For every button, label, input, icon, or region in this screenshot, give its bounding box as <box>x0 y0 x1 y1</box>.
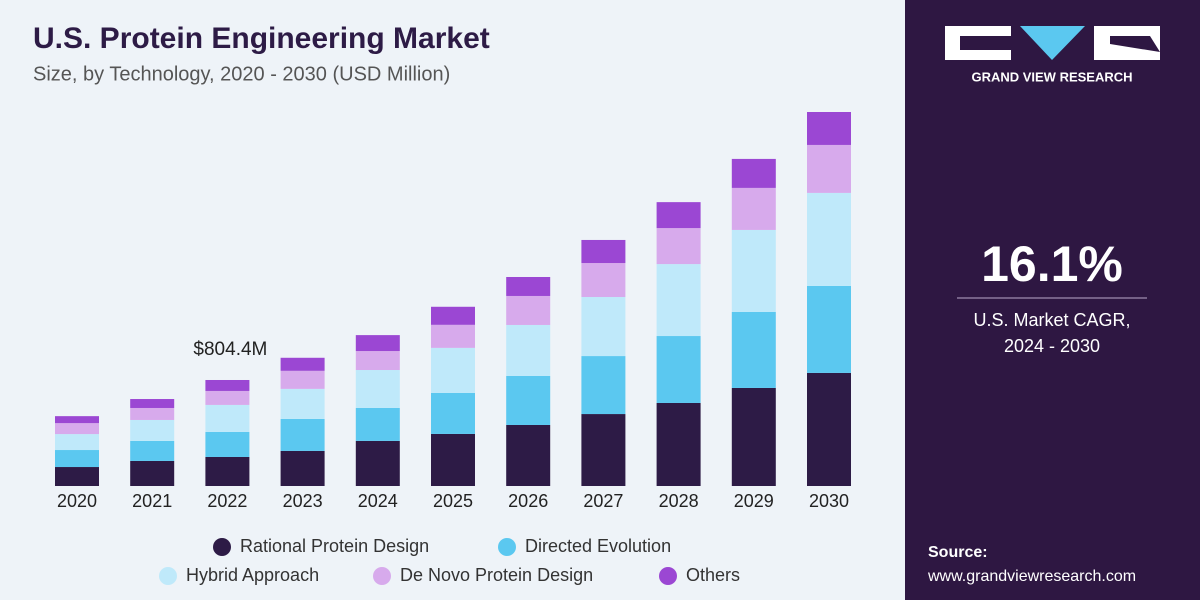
bar-segment <box>355 407 400 441</box>
legend-label: De Novo Protein Design <box>400 565 593 585</box>
bar-segment <box>355 335 400 352</box>
bar-segment <box>431 347 475 393</box>
bar-segment <box>656 336 701 403</box>
bar-segment <box>205 456 250 486</box>
legend-label: Others <box>686 565 740 585</box>
legend-marker <box>159 567 177 585</box>
bar-segment <box>431 433 475 486</box>
x-tick-label: 2028 <box>659 491 699 511</box>
bar-segment <box>581 414 626 486</box>
bar-segment <box>731 229 776 312</box>
source-url: www.grandviewresearch.com <box>927 568 1136 585</box>
bar-segment <box>130 440 175 461</box>
bar-segment <box>355 370 400 408</box>
bar-segment <box>55 467 99 486</box>
bar-segment <box>731 158 776 188</box>
x-tick-label: 2020 <box>57 491 97 511</box>
bar-segment <box>55 423 99 435</box>
legend-marker <box>659 567 677 585</box>
bar-segment <box>731 311 776 388</box>
x-tick-label: 2024 <box>358 491 398 511</box>
x-tick-label: 2027 <box>583 491 623 511</box>
bar-segment <box>55 416 99 424</box>
logo-cut <box>1110 36 1160 52</box>
bar-segment <box>280 357 325 371</box>
bar-segment <box>506 324 551 376</box>
cagr-value: 16.1% <box>981 236 1123 292</box>
logo-cut <box>960 36 1011 50</box>
bar-segment <box>656 264 701 337</box>
brand: GRAND VIEW RESEARCH <box>971 69 1132 84</box>
bar-segment <box>506 295 551 325</box>
x-tick-label: 2026 <box>508 491 548 511</box>
legend-label: Rational Protein Design <box>240 536 429 556</box>
bar-segment <box>55 434 99 451</box>
bar-segment <box>807 144 851 193</box>
bar-segment <box>506 276 551 296</box>
legend-label: Directed Evolution <box>525 536 671 556</box>
bar-segment <box>205 404 250 432</box>
x-tick-label: 2022 <box>207 491 247 511</box>
legend-marker <box>498 538 516 556</box>
bar-segment <box>130 407 175 420</box>
chart-title: U.S. Protein Engineering Market <box>33 22 490 55</box>
bar-segment <box>731 387 776 486</box>
bar-segment <box>581 263 626 298</box>
bar-segment <box>656 202 701 229</box>
x-tick-label: 2023 <box>283 491 323 511</box>
bar-segment <box>355 440 400 486</box>
bar-segment <box>807 112 851 145</box>
bar-segment <box>656 228 701 265</box>
logo <box>945 26 1160 60</box>
bar-segment <box>130 399 175 408</box>
bar-segment <box>807 372 851 486</box>
bar-segment <box>130 460 175 486</box>
cagr-label: U.S. Market CAGR, <box>973 310 1130 330</box>
bar-segment <box>280 370 325 389</box>
bar-segment <box>581 356 626 415</box>
bar-segment <box>205 379 250 391</box>
legend-marker <box>373 567 391 585</box>
bar-segment <box>355 351 400 371</box>
bar-segment <box>581 297 626 357</box>
x-tick-label: 2030 <box>809 491 849 511</box>
bar-segment <box>280 388 325 419</box>
bar-segment <box>280 450 325 486</box>
logo-triangle <box>1020 26 1085 60</box>
bar-segment <box>205 390 250 405</box>
bar-segment <box>130 419 175 441</box>
chart-subtitle: Size, by Technology, 2020 - 2030 (USD Mi… <box>33 63 450 85</box>
x-tick-label: 2029 <box>734 491 774 511</box>
x-tick-label: 2025 <box>433 491 473 511</box>
bar-segment <box>506 375 551 425</box>
cagr-period: 2024 - 2030 <box>1004 336 1100 356</box>
bar-segment <box>656 402 701 486</box>
bar-segment <box>581 239 626 264</box>
bar-segment <box>807 285 851 373</box>
source-label: Source: <box>928 544 988 561</box>
bar-segment <box>280 418 325 451</box>
bar-segment <box>731 187 776 230</box>
bar-segment <box>807 192 851 286</box>
bar-segment <box>205 431 250 457</box>
x-tick-label: 2021 <box>132 491 172 511</box>
bar-segment <box>431 392 475 434</box>
bar-segment <box>506 424 551 486</box>
bar-segment <box>431 324 475 348</box>
bar-segment <box>431 306 475 325</box>
bar-segment <box>55 450 99 468</box>
sidebar-background <box>905 0 1200 600</box>
data-label: $804.4M <box>193 339 267 360</box>
legend-marker <box>213 538 231 556</box>
legend-label: Hybrid Approach <box>186 565 319 585</box>
